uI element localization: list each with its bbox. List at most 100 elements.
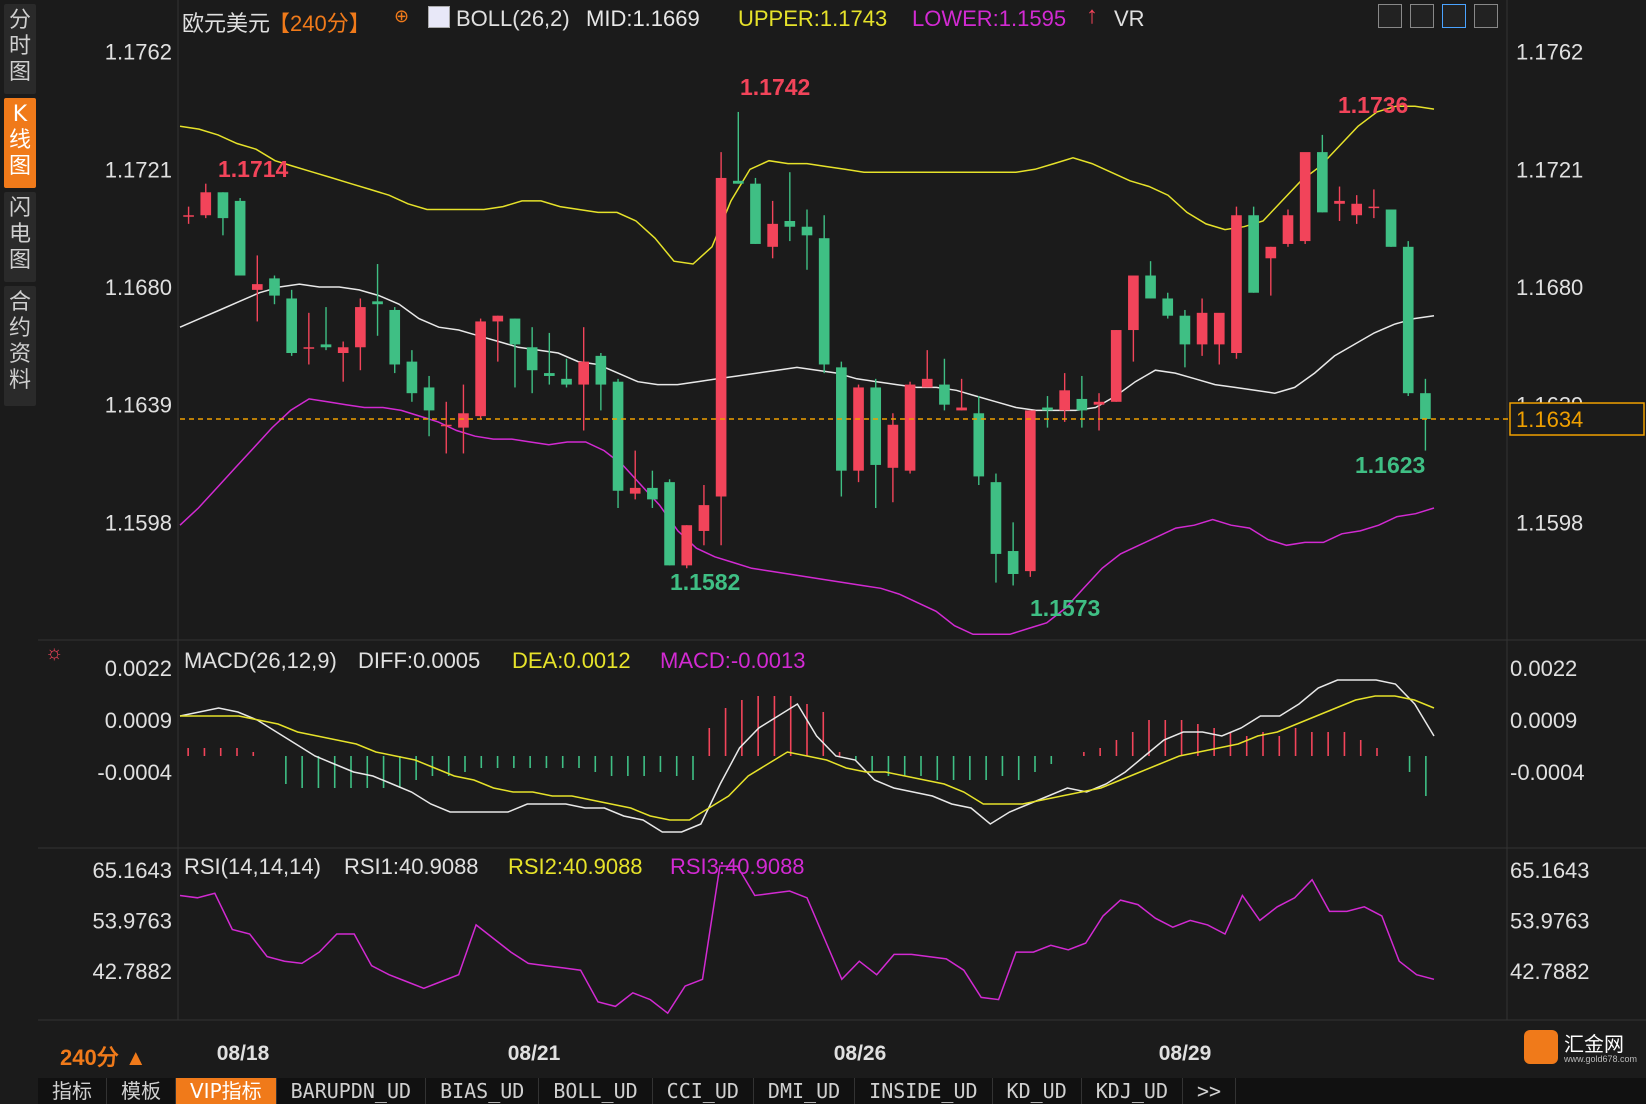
price-tick-left: 1.1639 — [105, 393, 172, 418]
candle-body — [1196, 312, 1208, 345]
macd-settings-icon[interactable]: ☼ — [45, 642, 64, 664]
tab-barupdn[interactable]: BARUPDN_UD — [277, 1078, 427, 1104]
chart-style-icon[interactable] — [1410, 4, 1434, 28]
candle-body — [956, 407, 967, 411]
tab-timeline[interactable]: 分时图 — [4, 4, 36, 94]
tab-kd[interactable]: KD_UD — [993, 1078, 1082, 1104]
macd-tick-left: 0.0009 — [105, 708, 172, 733]
date-label: 08/26 — [834, 1042, 887, 1065]
tab-flash-label: 闪电图 — [8, 196, 31, 273]
annotation-low-3: 1.1623 — [1355, 452, 1425, 478]
boll-lower: LOWER:1.1595 — [912, 6, 1067, 31]
rsi-tick-left: 65.1643 — [92, 858, 172, 883]
tab-kdj[interactable]: KDJ_UD — [1082, 1078, 1183, 1104]
candle-body — [853, 387, 864, 471]
candle-body — [406, 361, 418, 394]
rsi-label: RSI(14,14,14) — [184, 854, 321, 879]
plot-background — [38, 0, 1646, 1078]
candle-body — [715, 177, 727, 497]
arrow-up-icon: ↑ — [1086, 2, 1098, 29]
annotation-low-1: 1.1582 — [670, 569, 740, 595]
candle-body — [921, 378, 933, 388]
rsi2: RSI2:40.9088 — [508, 854, 643, 879]
fullscreen-icon[interactable] — [1474, 4, 1498, 28]
current-price-label: 1.1634 — [1516, 407, 1583, 432]
tab-boll[interactable]: BOLL_UD — [539, 1078, 653, 1104]
candle-body — [1076, 398, 1088, 411]
price-tick-right: 1.1762 — [1516, 40, 1583, 65]
rsi-tick-left: 42.7882 — [92, 959, 172, 984]
candle-body — [1265, 246, 1277, 259]
tab-templates[interactable]: 模板 — [107, 1078, 176, 1104]
macd-tick-right: 0.0022 — [1510, 656, 1577, 681]
tab-cci[interactable]: CCI_UD — [653, 1078, 754, 1104]
candle-body — [1231, 215, 1242, 354]
indicator-icon[interactable] — [428, 6, 450, 28]
candle-body — [475, 321, 486, 417]
candle-body — [1385, 209, 1397, 247]
date-label: 08/29 — [1159, 1042, 1212, 1065]
period-selector[interactable]: 240分 ▲ — [60, 1040, 147, 1072]
price-tick-left: 1.1680 — [105, 275, 172, 300]
annotation-high-1: 1.1714 — [218, 156, 289, 182]
macd-dea-line — [180, 695, 1435, 821]
candle-body — [1145, 275, 1156, 299]
tab-indicators[interactable]: 指标 — [38, 1078, 107, 1104]
rsi-tick-right: 42.7882 — [1510, 959, 1590, 984]
tab-more[interactable]: >> — [1183, 1078, 1237, 1104]
macd-label: MACD(26,12,9) — [184, 648, 337, 673]
rsi-tick-left: 53.9763 — [92, 909, 172, 934]
candle-body — [337, 347, 349, 354]
price-tick-left: 1.1598 — [105, 510, 172, 535]
chart-canvas[interactable]: 1.1762 1.1762 1.1721 1.1721 1.1680 1.1680 1.16… — [0, 0, 1646, 1078]
period-selector-label: 240分 — [60, 1045, 119, 1070]
tab-flash[interactable]: 闪电图 — [4, 192, 36, 282]
settings-icon[interactable]: ⊕ — [394, 6, 410, 26]
candle-body — [990, 482, 1002, 554]
candle-body — [629, 487, 641, 494]
macd-tick-right: 0.0009 — [1510, 708, 1577, 733]
logo-text: 汇金网 — [1564, 1034, 1624, 1056]
candle-body — [1179, 315, 1191, 345]
candle-body — [732, 180, 744, 184]
rsi-tick-right: 65.1643 — [1510, 858, 1590, 883]
candle-body — [801, 226, 813, 236]
indicator-tab-bar: 指标 模板 VIP指标 BARUPDN_UD BIAS_UD BOLL_UD C… — [38, 1078, 1646, 1104]
boll-upper: UPPER:1.1743 — [738, 6, 888, 31]
candle-body — [595, 355, 607, 385]
tab-contract-info[interactable]: 合约资料 — [4, 286, 36, 406]
price-tick-left: 1.1721 — [105, 157, 172, 182]
tab-dmi[interactable]: DMI_UD — [754, 1078, 856, 1104]
candle-body — [904, 384, 916, 471]
rsi-line — [179, 865, 1435, 1015]
tab-vip-indicators[interactable]: VIP指标 — [176, 1078, 277, 1104]
candle-body — [286, 298, 297, 354]
candle-body — [681, 525, 693, 566]
candle-body — [1213, 312, 1225, 345]
candle-body — [1128, 275, 1139, 331]
candle-body — [389, 309, 401, 365]
grid-icon[interactable] — [1378, 4, 1402, 28]
candle-body — [526, 347, 538, 371]
candle-body — [664, 482, 675, 566]
tab-bias[interactable]: BIAS_UD — [426, 1078, 540, 1104]
candle-body — [1007, 551, 1019, 574]
date-label: 08/18 — [217, 1042, 270, 1065]
tab-inside[interactable]: INSIDE_UD — [855, 1078, 993, 1104]
boll-lower-line — [179, 398, 1435, 636]
candle-body — [784, 220, 796, 227]
candle-body — [458, 413, 469, 428]
candle-body — [1024, 410, 1036, 572]
macd-tick-left: 0.0022 — [105, 656, 172, 681]
candle-body — [1248, 215, 1259, 293]
candle-body — [647, 487, 658, 500]
macd-dea: DEA:0.0012 — [512, 648, 631, 673]
macd-tick-right: -0.0004 — [1510, 760, 1585, 785]
candle-body — [200, 192, 212, 216]
candle-body — [423, 387, 435, 411]
boll-label: BOLL(26,2) — [456, 6, 570, 31]
line-tool-icon[interactable] — [1442, 4, 1466, 28]
